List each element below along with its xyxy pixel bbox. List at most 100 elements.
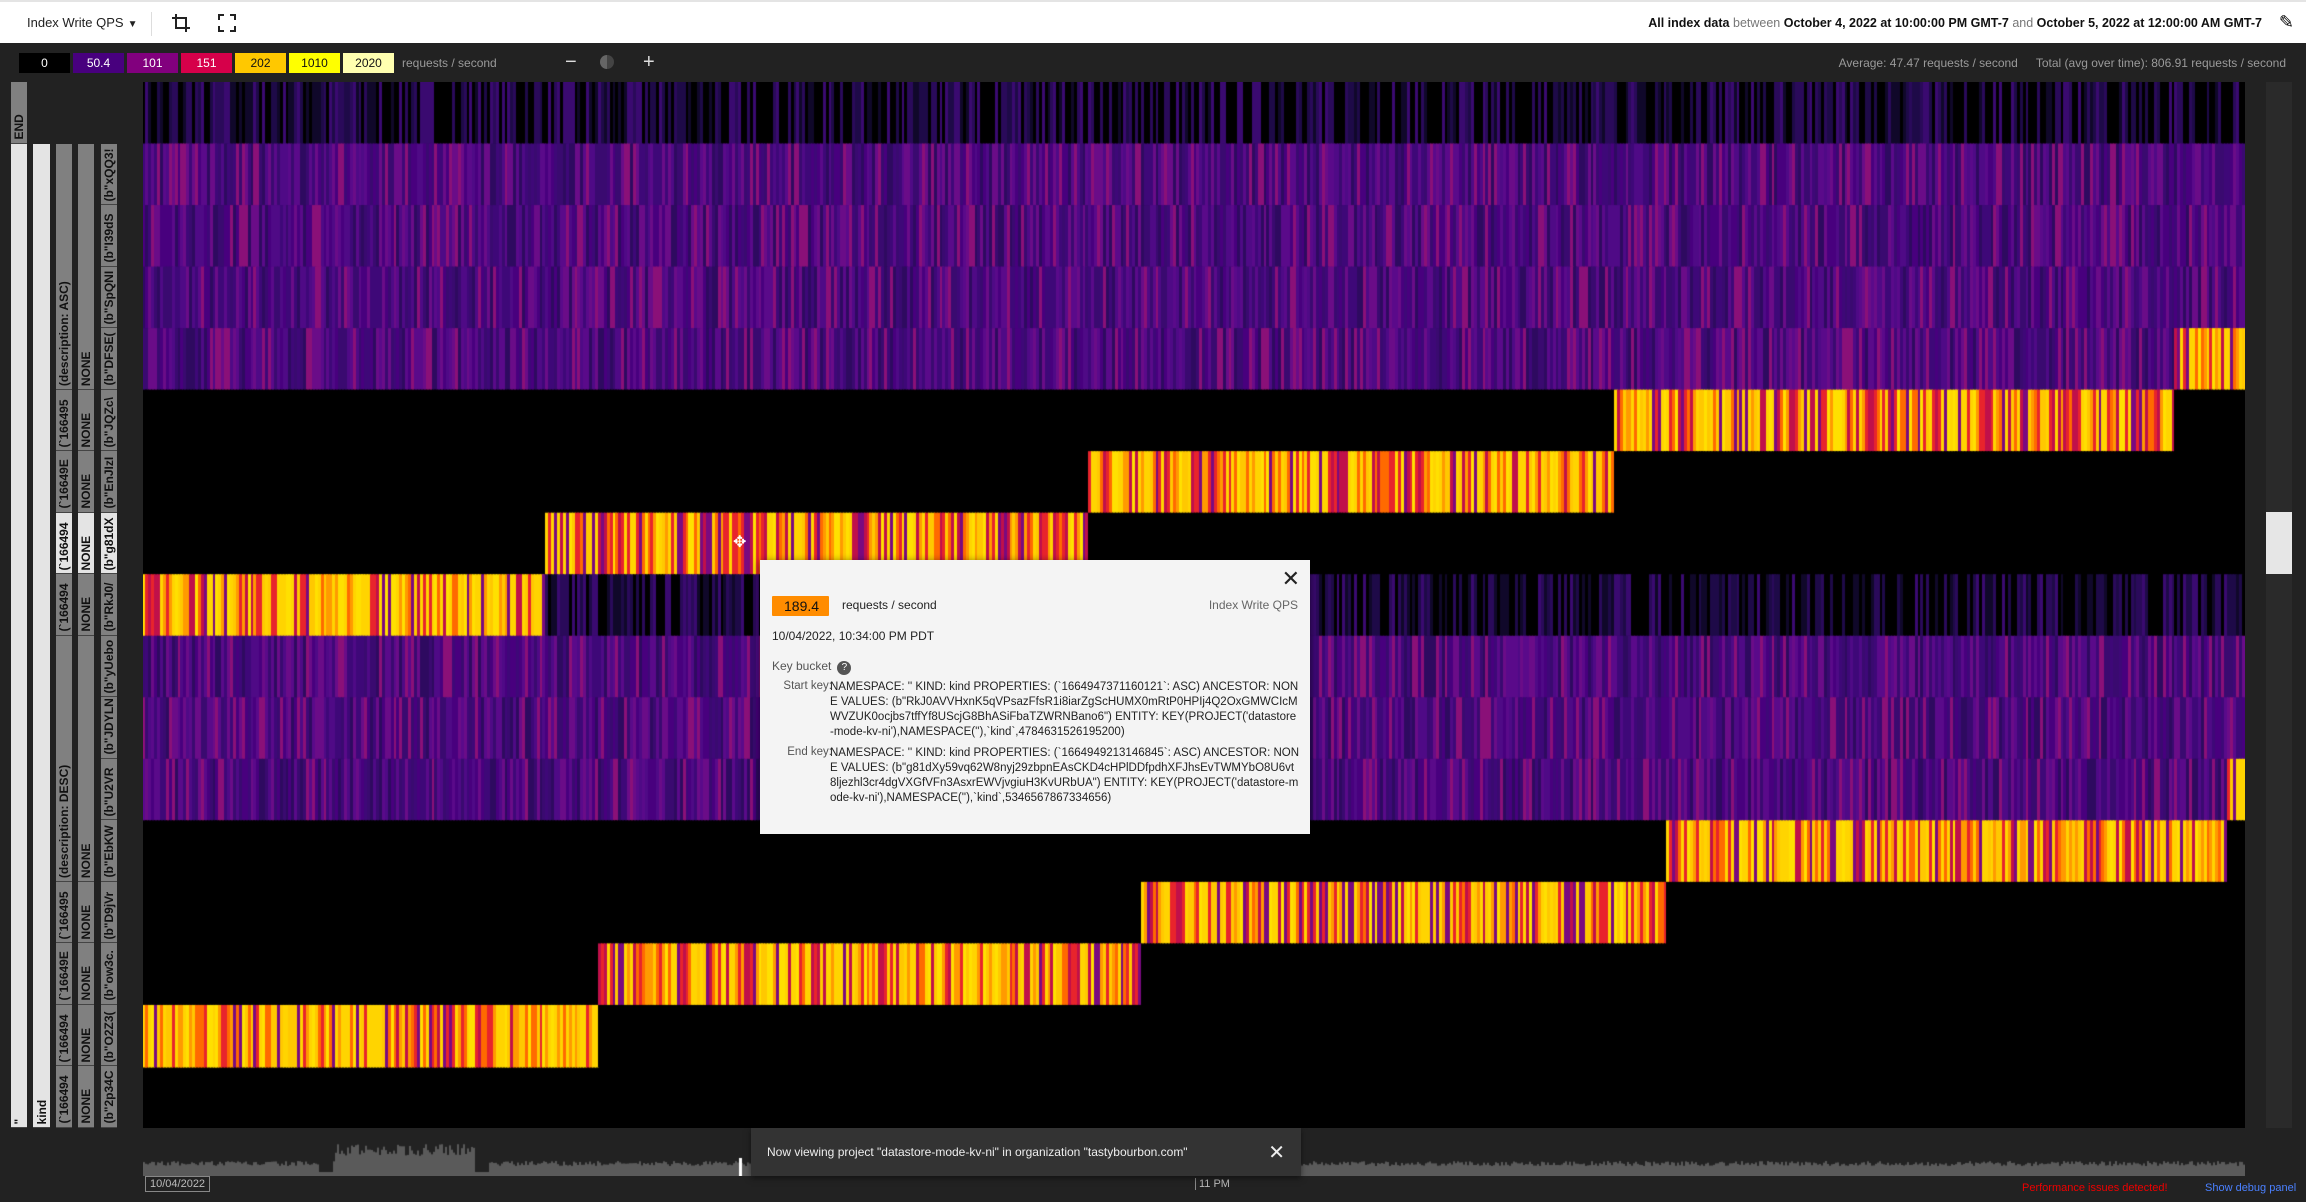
- total-stat: Total (avg over time): 806.91 requests /…: [2035, 56, 2286, 70]
- key-segment-label: (b"RkJ0/: [102, 582, 116, 632]
- key-segment-label: (b"EbKW: [102, 825, 116, 878]
- key-segment-label: (b"ow3c.: [102, 950, 116, 1001]
- legend-swatch: 101: [127, 53, 178, 73]
- key-segment-label: (b"JQZc\: [102, 396, 116, 448]
- key-segment[interactable]: NONE: [78, 1066, 94, 1128]
- key-segment-label: (b"xQQ3!: [102, 148, 116, 202]
- key-segment[interactable]: NONE: [78, 512, 94, 575]
- close-icon[interactable]: ✕: [1281, 566, 1300, 591]
- key-segment[interactable]: (b"2p34C: [101, 1066, 117, 1128]
- key-segment[interactable]: (b"yUebo: [101, 635, 117, 698]
- crop-icon[interactable]: [168, 10, 194, 36]
- value-badge: 189.4: [772, 596, 829, 616]
- key-segment-label: (`166495: [57, 399, 71, 448]
- key-segment[interactable]: (`16649E: [56, 943, 72, 1005]
- key-segment[interactable]: NONE: [78, 574, 94, 636]
- key-segment[interactable]: (b"D9jVr: [101, 881, 117, 944]
- key-segment[interactable]: NONE: [78, 635, 94, 882]
- key-segment-label: (`166494: [57, 583, 71, 632]
- key-segment[interactable]: kind: [33, 143, 50, 1128]
- value-units: requests / second: [842, 598, 937, 612]
- key-segment[interactable]: (b"DFSE(: [101, 328, 117, 390]
- legend-swatch: 50.4: [73, 53, 124, 73]
- key-segment[interactable]: (b"RkJ0/: [101, 574, 117, 636]
- key-segment-label: NONE: [79, 412, 93, 448]
- time-range: All index data between October 4, 2022 a…: [1648, 16, 2262, 30]
- key-segment-label: (`16649E: [57, 951, 71, 1001]
- key-segment[interactable]: (b"EnJIzI: [101, 451, 117, 513]
- key-segment[interactable]: (`166494: [56, 1004, 72, 1067]
- timeline-date: 10/04/2022: [145, 1176, 211, 1192]
- end-key-label: End key:: [787, 746, 832, 758]
- key-segment[interactable]: NONE: [78, 943, 94, 1005]
- end-label: END: [12, 114, 26, 140]
- legend-swatch: 0: [19, 53, 70, 73]
- toast-text: Now viewing project "datastore-mode-kv-n…: [767, 1145, 1188, 1159]
- pencil-icon[interactable]: ✎: [2278, 12, 2294, 32]
- close-icon[interactable]: ✕: [1268, 1142, 1285, 1164]
- range-end: October 5, 2022 at 12:00:00 AM GMT-7: [2036, 16, 2262, 30]
- show-debug-panel-link[interactable]: Show debug panel: [2205, 1182, 2297, 1194]
- stats: Average: 47.47 requests / second Total (a…: [1821, 56, 2286, 70]
- legend-swatch: 151: [181, 53, 232, 73]
- help-icon[interactable]: ?: [837, 660, 852, 675]
- key-segment[interactable]: (`166494: [56, 1066, 72, 1128]
- key-segment[interactable]: NONE: [78, 389, 94, 452]
- key-segment-label: kind: [34, 1099, 49, 1124]
- key-segment[interactable]: (`166494: [56, 574, 72, 636]
- key-segment-label: (b"U2VR: [102, 767, 116, 817]
- key-segment[interactable]: (b"U2VR: [101, 758, 117, 821]
- zoom-out-button[interactable]: −: [565, 51, 577, 73]
- range-scope: All index data: [1648, 16, 1730, 30]
- legend-swatch: 1010: [289, 53, 340, 73]
- key-segment-label: (description: ASC): [57, 280, 71, 386]
- end-key-value: NAMESPACE: '' KIND: kind PROPERTIES: (`1…: [830, 747, 1300, 804]
- key-bucket-label: Key bucket: [772, 659, 832, 673]
- average-stat: Average: 47.47 requests / second: [1838, 56, 2018, 70]
- key-segment-label: NONE: [79, 597, 93, 632]
- zoom-in-button[interactable]: +: [643, 51, 655, 73]
- key-segment[interactable]: (`166495: [56, 881, 72, 944]
- metric-dropdown[interactable]: Index Write QPS ▼: [27, 15, 137, 30]
- key-segment[interactable]: (b"ow3c.: [101, 943, 117, 1005]
- key-segment[interactable]: (b"SpQNI: [101, 266, 117, 329]
- legend-units: requests / second: [402, 56, 497, 70]
- key-segment[interactable]: (`166494: [56, 512, 72, 575]
- key-segment[interactable]: NONE: [78, 143, 94, 390]
- key-segment-label: (b"EnJIzI: [102, 456, 116, 509]
- scrollbar-thumb[interactable]: [2266, 512, 2292, 574]
- key-segment[interactable]: (`166495: [56, 389, 72, 452]
- key-segment[interactable]: ": [11, 143, 27, 1128]
- key-segment[interactable]: (b"g81dX: [101, 512, 117, 575]
- key-segment[interactable]: NONE: [78, 451, 94, 513]
- range-start: October 4, 2022 at 10:00:00 PM GMT-7: [1783, 16, 2009, 30]
- key-end: END: [11, 82, 27, 144]
- key-segment[interactable]: (b"JQZc\: [101, 389, 117, 452]
- key-segment-label: (b"D9jVr: [102, 891, 116, 940]
- start-key-label: Start key:: [783, 680, 832, 692]
- key-segment[interactable]: (b"xQQ3!: [101, 143, 117, 206]
- key-segment[interactable]: NONE: [78, 881, 94, 944]
- key-segment-label: NONE: [79, 1027, 93, 1063]
- key-segment[interactable]: (b"JDYLN: [101, 697, 117, 759]
- performance-warning[interactable]: Performance issues detected!: [2022, 1182, 2168, 1194]
- key-segment-label: (description: DESC): [57, 764, 71, 878]
- key-segment-label: (b"yUebo: [102, 639, 116, 694]
- start-key-value: NAMESPACE: '' KIND: kind PROPERTIES: (`1…: [830, 681, 1299, 738]
- key-segment[interactable]: (b"EbKW: [101, 820, 117, 882]
- key-segment-label: (b"O2Z3(: [102, 1011, 116, 1063]
- crosshair-cursor-icon: ✥: [733, 534, 747, 551]
- vertical-scrollbar[interactable]: [2266, 82, 2292, 1128]
- key-segment-label: NONE: [79, 966, 93, 1001]
- fullscreen-icon[interactable]: [214, 10, 240, 36]
- key-segment[interactable]: (`16649E: [56, 451, 72, 513]
- key-segment[interactable]: (description: DESC): [56, 635, 72, 882]
- key-segment-label: (b"SpQNI: [102, 270, 116, 325]
- contrast-icon[interactable]: [600, 55, 614, 69]
- key-segment[interactable]: (b"I39dS: [101, 205, 117, 267]
- key-segment[interactable]: (description: ASC): [56, 143, 72, 390]
- key-segment[interactable]: (b"O2Z3(: [101, 1004, 117, 1067]
- key-segment-label: NONE: [79, 350, 93, 386]
- key-segment-label: (b"g81dX: [102, 517, 116, 571]
- key-segment[interactable]: NONE: [78, 1004, 94, 1067]
